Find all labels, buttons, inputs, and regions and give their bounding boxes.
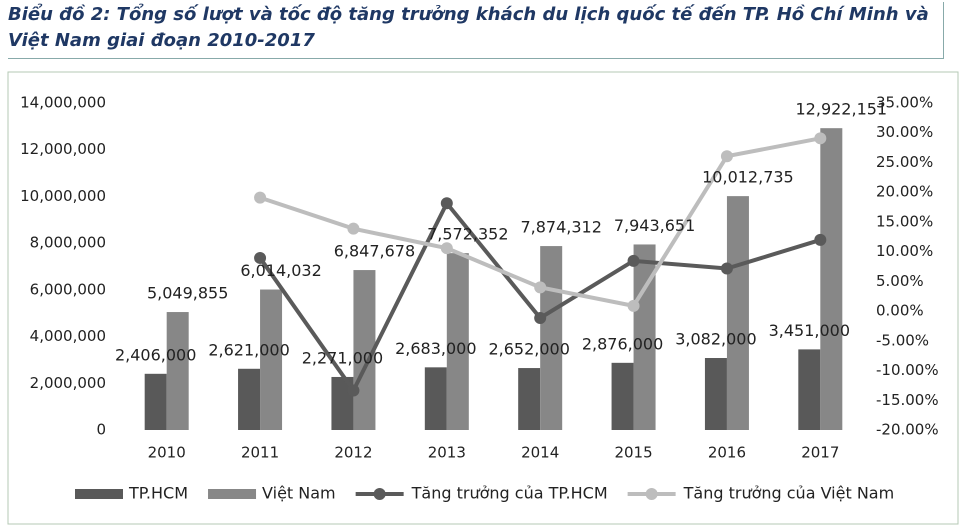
y2-tick-label: 15.00% bbox=[876, 212, 933, 230]
data-label: 2,876,000 bbox=[582, 334, 663, 353]
y2-tick-label: 5.00% bbox=[876, 272, 924, 290]
x-tick-label: 2011 bbox=[241, 444, 279, 462]
x-tick-label: 2012 bbox=[334, 444, 372, 462]
x-tick-label: 2014 bbox=[521, 444, 559, 462]
line-point bbox=[627, 299, 640, 312]
line-point bbox=[720, 150, 733, 163]
y-tick-label: 12,000,000 bbox=[20, 140, 106, 158]
bar bbox=[820, 128, 843, 430]
data-label: 7,874,312 bbox=[520, 218, 601, 237]
line-point bbox=[720, 262, 733, 275]
data-label: 2,652,000 bbox=[488, 340, 569, 359]
line-point bbox=[627, 254, 640, 267]
bar bbox=[424, 367, 447, 430]
y-tick-label: 0 bbox=[96, 421, 106, 439]
data-label: 2,406,000 bbox=[115, 345, 196, 364]
legend-label: Tăng trưởng của TP.HCM bbox=[411, 484, 608, 503]
bar bbox=[238, 368, 261, 430]
bar bbox=[633, 244, 656, 430]
y-tick-label: 8,000,000 bbox=[30, 234, 106, 252]
bar bbox=[798, 349, 821, 430]
y2-tick-label: 30.00% bbox=[876, 123, 933, 141]
x-tick-label: 2010 bbox=[148, 444, 186, 462]
legend-swatch bbox=[645, 488, 658, 500]
y2-tick-label: 0.00% bbox=[876, 302, 924, 320]
line-point bbox=[814, 132, 827, 145]
bar bbox=[144, 373, 167, 430]
chart-title: Biểu đồ 2: Tổng số lượt và tốc độ tăng t… bbox=[8, 2, 944, 59]
legend-swatch bbox=[208, 489, 257, 499]
line-point bbox=[534, 311, 547, 324]
line-point bbox=[440, 242, 453, 255]
y2-tick-label: -15.00% bbox=[876, 391, 939, 409]
data-label: 5,049,855 bbox=[147, 284, 228, 303]
y-tick-label: 14,000,000 bbox=[20, 94, 106, 112]
x-tick-label: 2013 bbox=[428, 444, 466, 462]
y2-tick-label: -5.00% bbox=[876, 331, 929, 349]
y2-tick-label: -10.00% bbox=[876, 361, 939, 379]
x-tick-label: 2017 bbox=[801, 444, 839, 462]
line-point bbox=[347, 222, 360, 235]
data-label: 7,572,352 bbox=[427, 225, 508, 244]
data-label: 3,451,000 bbox=[769, 321, 850, 340]
data-label: 2,271,000 bbox=[302, 348, 383, 367]
x-tick-label: 2015 bbox=[614, 444, 652, 462]
data-label: 6,014,032 bbox=[240, 261, 321, 280]
data-label: 6,847,678 bbox=[334, 242, 415, 261]
legend-label: Việt Nam bbox=[262, 484, 336, 503]
bar bbox=[446, 253, 469, 430]
line-point bbox=[254, 191, 267, 204]
y2-tick-label: -20.00% bbox=[876, 421, 939, 439]
line-point bbox=[347, 384, 360, 397]
legend-swatch bbox=[75, 489, 123, 499]
y-tick-label: 6,000,000 bbox=[30, 280, 106, 298]
y-tick-label: 4,000,000 bbox=[30, 327, 106, 345]
data-label: 2,683,000 bbox=[395, 339, 476, 358]
y-tick-label: 10,000,000 bbox=[20, 187, 106, 205]
data-label: 3,082,000 bbox=[675, 330, 756, 349]
data-label: 2,621,000 bbox=[208, 340, 289, 359]
legend-label: Tăng trưởng của Việt Nam bbox=[683, 484, 895, 503]
bar bbox=[260, 289, 283, 430]
bar bbox=[518, 368, 541, 430]
data-label: 7,943,651 bbox=[614, 216, 695, 235]
x-tick-label: 2016 bbox=[708, 444, 746, 462]
data-label: 10,012,735 bbox=[702, 168, 794, 187]
bar bbox=[540, 246, 563, 430]
data-label: 12,922,151 bbox=[796, 100, 888, 119]
bar bbox=[726, 196, 749, 430]
legend-swatch bbox=[373, 488, 386, 500]
line-point bbox=[440, 197, 453, 210]
y2-tick-label: 25.00% bbox=[876, 153, 933, 171]
chart-frame bbox=[7, 71, 959, 525]
y-tick-label: 2,000,000 bbox=[30, 374, 106, 392]
bar bbox=[704, 358, 727, 430]
y2-tick-label: 10.00% bbox=[876, 242, 933, 260]
bar bbox=[611, 362, 634, 430]
y2-tick-label: 35.00% bbox=[876, 94, 933, 112]
line-point bbox=[814, 233, 827, 246]
legend-label: TP.HCM bbox=[128, 484, 188, 503]
y2-tick-label: 20.00% bbox=[876, 183, 933, 201]
bar bbox=[166, 312, 189, 430]
line-point bbox=[534, 281, 547, 294]
line-point bbox=[254, 251, 267, 264]
